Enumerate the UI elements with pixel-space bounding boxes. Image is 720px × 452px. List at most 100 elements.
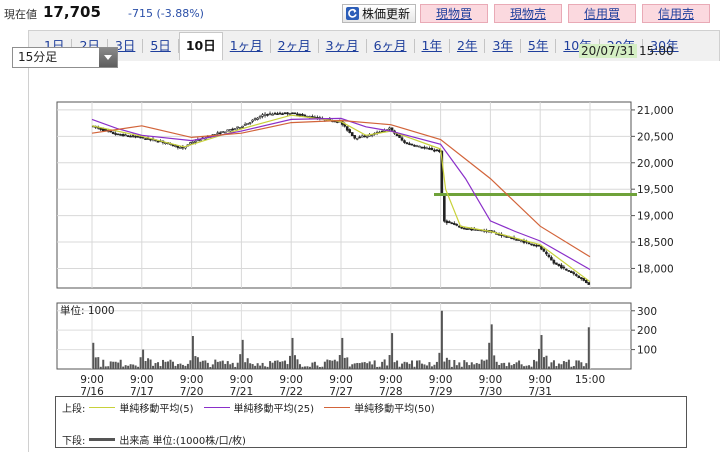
- current-price-label: 現在値: [4, 8, 37, 21]
- volume-bar: [550, 362, 553, 369]
- candle: [467, 228, 471, 231]
- x-tick-date: 7/29: [429, 386, 453, 398]
- volume-bar: [152, 365, 155, 369]
- candle: [104, 129, 107, 131]
- volume-bar: [94, 357, 97, 369]
- legend-upper-label: 上段:: [62, 404, 86, 415]
- volume-bar: [279, 361, 282, 369]
- tab-3y[interactable]: 3年: [485, 39, 521, 53]
- candle: [415, 145, 419, 148]
- volume-bar: [298, 364, 301, 369]
- volume-bar: [473, 364, 476, 369]
- ma50-line: [91, 119, 591, 258]
- tab-3m[interactable]: 3ヶ月: [319, 39, 367, 53]
- candle: [579, 277, 583, 279]
- tab-2m[interactable]: 2ヶ月: [271, 39, 319, 53]
- candle: [263, 113, 267, 116]
- volume-bar: [318, 367, 321, 369]
- volume-bar: [147, 358, 150, 369]
- candle: [408, 143, 411, 145]
- candle: [278, 112, 282, 115]
- candle: [527, 242, 531, 245]
- volume-bar: [209, 367, 212, 369]
- candle: [455, 224, 459, 226]
- volume-bar: [455, 365, 458, 369]
- volume-bar: [336, 361, 339, 369]
- volume-bar: [229, 364, 232, 369]
- volume-bar: [244, 362, 247, 369]
- x-tick-time: 15:00: [575, 374, 605, 386]
- candle: [303, 114, 307, 117]
- candle: [542, 248, 546, 252]
- tab-5y[interactable]: 5年: [521, 39, 557, 53]
- volume-bar: [284, 360, 287, 369]
- margin-sell-button[interactable]: 信用売: [642, 4, 710, 23]
- price-change: -715 (-3.88%): [128, 7, 204, 20]
- volume-bar: [104, 366, 107, 369]
- tab-6m[interactable]: 6ヶ月: [367, 39, 415, 53]
- volume-bar: [528, 365, 531, 369]
- candle: [545, 251, 548, 255]
- volume-bar: [565, 361, 568, 369]
- spot-sell-button[interactable]: 現物売: [494, 4, 562, 23]
- volume-bar: [286, 364, 289, 369]
- volume-bar: [525, 365, 528, 369]
- volume-bar: [122, 366, 125, 369]
- volume-bar: [149, 359, 152, 369]
- volume-bar: [114, 361, 117, 369]
- tab-1m[interactable]: 1ヶ月: [223, 39, 271, 53]
- candle: [114, 133, 117, 135]
- tab-30y[interactable]: 30年: [650, 38, 679, 53]
- candle: [139, 136, 142, 139]
- candle: [109, 130, 112, 133]
- legend-upper: 上段: 単純移動平均(5) 単純移動平均(25) 単純移動平均(50): [62, 400, 441, 415]
- volume-bar: [448, 359, 451, 369]
- volume-bar: [411, 360, 414, 369]
- volume-bar: [508, 362, 511, 369]
- volume-bar: [296, 359, 299, 369]
- volume-bar: [249, 363, 252, 369]
- volume-bar: [555, 366, 558, 369]
- volume-bar: [308, 366, 311, 369]
- interval-select[interactable]: 15分足: [12, 47, 118, 68]
- candle: [134, 135, 137, 138]
- spot-buy-button[interactable]: 現物買: [420, 4, 488, 23]
- volume-bar: [450, 366, 453, 369]
- tab-5d[interactable]: 5日: [143, 39, 179, 53]
- volume-bar: [580, 362, 583, 369]
- candle: [231, 128, 234, 131]
- volume-bar: [127, 365, 130, 369]
- tab-2y[interactable]: 2年: [450, 39, 486, 53]
- tab-10d[interactable]: 10日: [178, 32, 223, 60]
- volume-bar: [306, 366, 309, 369]
- volume-bar: [520, 364, 523, 369]
- chevron-down-icon: [99, 48, 117, 67]
- candle: [216, 132, 220, 135]
- candle: [400, 137, 404, 141]
- legend-ma50-swatch: [324, 407, 351, 408]
- candle: [557, 263, 561, 267]
- x-tick-time: 9:00: [80, 374, 104, 386]
- volume-bar: [189, 360, 192, 369]
- volume-bar: [542, 357, 545, 369]
- refresh-price-button[interactable]: 株価更新: [342, 4, 417, 23]
- tab-3d[interactable]: 3日: [108, 39, 144, 53]
- margin-buy-button[interactable]: 信用買: [568, 4, 636, 23]
- volume-bar: [191, 336, 194, 369]
- volume-bar: [356, 362, 359, 369]
- candle: [253, 118, 257, 121]
- volume-bar: [256, 363, 259, 369]
- legend-ma5: 単純移動平均(5): [85, 400, 194, 415]
- volume-bar: [264, 366, 267, 369]
- candle: [131, 135, 135, 137]
- x-tick-date: 7/30: [479, 386, 503, 398]
- candle: [129, 135, 132, 138]
- volume-bar: [226, 361, 229, 369]
- tab-1y[interactable]: 1年: [415, 39, 450, 53]
- volume-bar: [460, 366, 463, 369]
- candle: [241, 125, 244, 128]
- volume-tick-label: 200: [637, 325, 657, 337]
- volume-bar: [388, 355, 391, 369]
- volume-bar: [204, 360, 207, 369]
